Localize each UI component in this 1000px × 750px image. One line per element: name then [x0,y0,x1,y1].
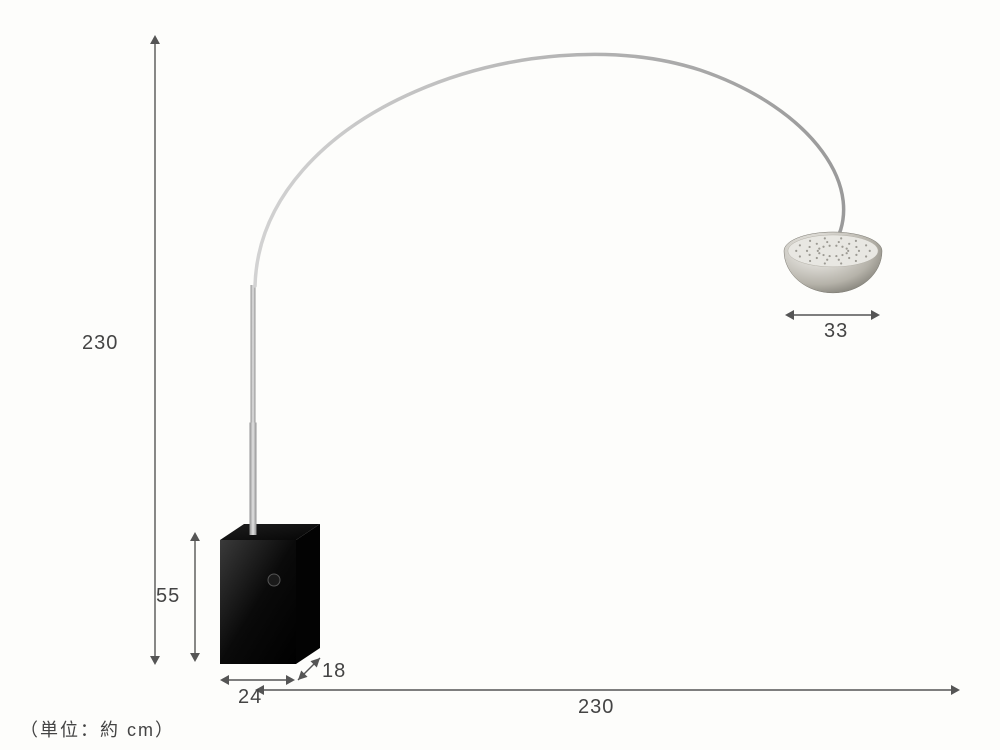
label-base-height: 55 [156,585,180,608]
unit-note: （単位：約 cm） [20,716,175,742]
label-shade-width: 33 [824,320,848,343]
label-base-width: 24 [238,686,262,709]
label-total-width: 230 [578,696,614,719]
dimension-diagram [0,0,1000,750]
label-base-depth: 18 [322,660,346,683]
label-total-height: 230 [82,332,118,355]
lamp-illustration [220,54,882,664]
